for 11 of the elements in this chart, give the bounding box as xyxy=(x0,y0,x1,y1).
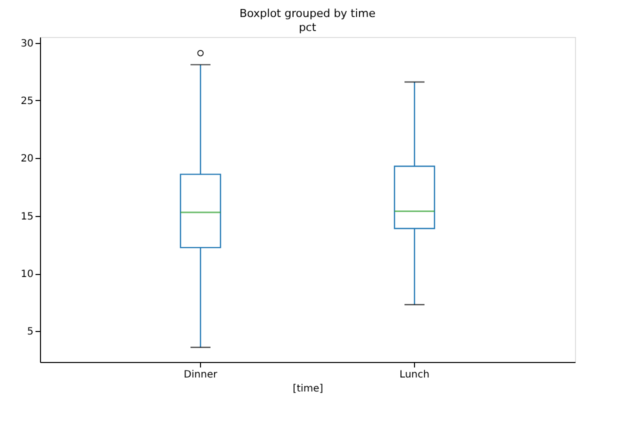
chart-title: Boxplot grouped by time xyxy=(239,7,376,20)
y-tick-label: 15 xyxy=(20,211,34,222)
x-tick-label: Lunch xyxy=(400,370,430,380)
y-tick-label: 25 xyxy=(20,96,34,107)
y-tick-label: 30 xyxy=(20,38,34,50)
y-tick-label: 20 xyxy=(20,154,34,165)
chart-subtitle: pct xyxy=(298,21,317,34)
y-tick-label: 5 xyxy=(27,326,34,338)
y-tick-label: 10 xyxy=(20,269,34,280)
x-axis-title: [time] xyxy=(292,384,324,394)
x-tick-label: Dinner xyxy=(184,370,218,380)
